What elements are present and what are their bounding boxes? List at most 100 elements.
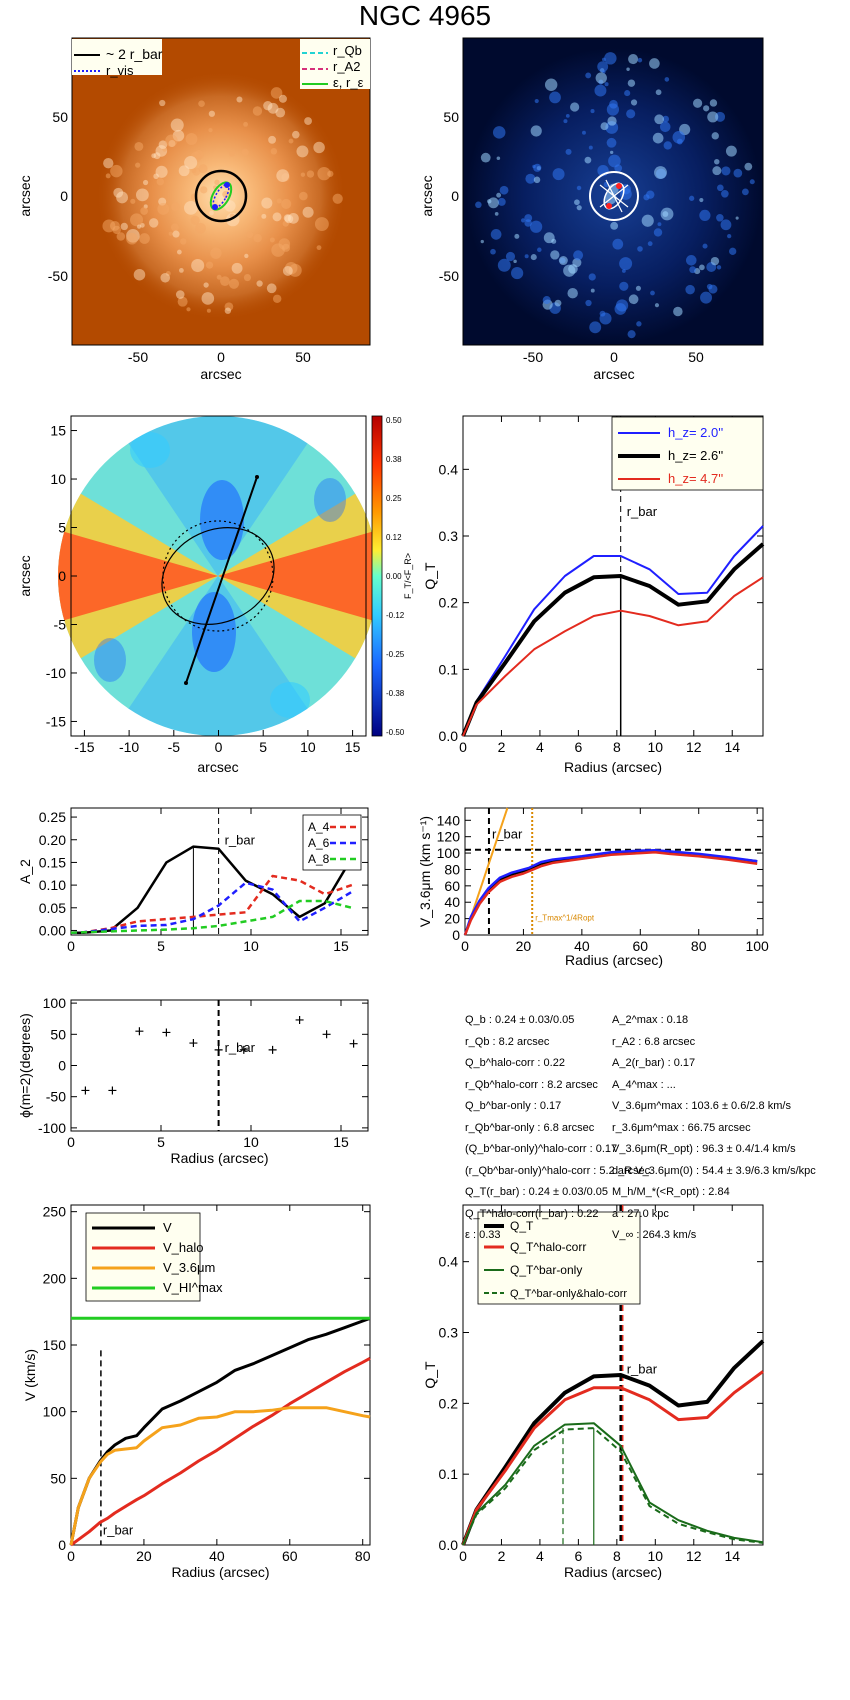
x-tick-label: 50 [295,349,311,365]
residual-knot [619,281,629,291]
x-axis-label: arcsec [197,759,238,775]
x-tick-label: 4 [536,1548,544,1564]
residual-knot [490,229,502,240]
stat-line: ε : 0.33 [465,1229,501,1241]
x-tick-label: 15 [345,739,361,755]
y-tick-label: 0.10 [39,877,66,893]
y-tick-label: 0.20 [39,832,66,848]
x-tick-label: 14 [724,1548,740,1564]
phase-point [81,1086,90,1095]
residual-knot [524,254,529,259]
legend-label: V_3.6μm [163,1260,215,1275]
x-tick-label: 40 [209,1548,225,1564]
rotation-legend: V V_halo V_3.6μm V_HI^max [85,1212,223,1302]
residual-knot [664,77,670,82]
residual-knot [741,188,749,196]
galaxy-knot [116,232,126,241]
galaxy-knot [190,215,200,225]
residual-knot [621,269,626,273]
series-line [462,1422,764,1546]
ratio-map-panel: -15 -10 -5 0 5 10 15 -15 -10 -5 0 5 10 15 arcsec arcs… [17,415,413,775]
residual-knot [551,238,557,244]
ellipse-fit-solid [161,527,275,625]
residual-knot [720,219,732,231]
rbar-label: r_bar [627,1362,658,1377]
y-tick-label: 80 [444,861,460,877]
residual-knot [637,246,643,252]
galaxy-knot [252,106,263,116]
residual-knot [749,179,755,185]
residual-knot [494,212,499,216]
residual-knot [627,330,636,339]
galaxy-knot [276,198,282,204]
residual-knot [589,321,602,334]
phase-point [135,1027,144,1036]
residual-knot [604,82,609,87]
legend-label: Q_T [510,1219,534,1233]
panel-frame [71,37,371,346]
colorbar-tick-label: -0.12 [386,611,405,620]
x-tick-label: -50 [128,349,148,365]
galaxy-knot [229,150,235,157]
stat-line: (r_Qb^bar-only)^halo-corr : 5.2 arcsec [465,1164,651,1177]
stat-line: V_∞ : 264.3 km/s [612,1229,697,1241]
x-tick-label: 0 [459,739,467,755]
colorbar-ticks: 0.50 0.38 0.25 0.12 0.00 -0.12 -0.25 -0.38 -0.50 [386,416,405,737]
residual-knot [711,132,719,140]
residual-knot [630,99,638,106]
qt-hz-legend: h_z= 2.0'' h_z= 2.6'' h_z= 4.7'' [611,416,764,491]
galaxy-knot [160,272,171,283]
marker-dot [212,204,218,210]
x-axis-label: Radius (arcsec) [564,759,662,775]
galaxy-knot [179,268,184,273]
x-tick-label: 8 [613,739,621,755]
residual-knot [653,228,663,237]
residual-knot [626,67,630,72]
x-tick-label: 5 [259,739,267,755]
y-axis-label: Q_T [422,1361,438,1389]
galaxy-knot [201,292,215,305]
residual-knot [496,156,501,161]
galaxy-knot [300,172,306,177]
galaxy-knot [102,219,116,233]
residual-knot [700,291,712,304]
image-panel-orange: ~ 2 r_bar r_vis r_Qb r_A2 ε, r_ε -50 0 5… [17,37,371,382]
residual-knot [520,218,526,223]
map-ticks: -15 -10 -5 0 5 10 15 -15 -10 -5 0 5 10 15 [46,423,361,755]
x-axis-label: Radius (arcsec) [171,1564,269,1580]
y-axis-label: arcsec [17,175,33,216]
x-tick-label: -50 [523,349,543,365]
y-tick-label: 100 [43,1404,67,1420]
galaxy-knot [257,215,263,221]
residual-knot [511,266,524,280]
galaxy-knot [270,87,283,99]
residual-knot [699,209,711,221]
stat-line: d_R V_3.6μm(0) : 54.4 ± 3.9/6.3 km/s/kpc [612,1164,816,1177]
y-tick-label: 0.00 [39,922,66,938]
ellipse-fit-dotted [162,520,274,632]
phase-point [214,1045,223,1054]
residual-knot [550,250,560,260]
residual-knot [627,79,636,87]
galaxy-knot [135,188,149,202]
legend-box [72,39,162,75]
y-tick-label: 0.3 [439,528,459,544]
x-tick-label: 6 [574,1548,582,1564]
residual-knot [685,255,697,266]
series-line [461,542,765,737]
galaxy-knot [270,148,278,155]
residual-knot [576,185,582,191]
residual-knot [652,132,664,144]
x-tick-label: 80 [355,1548,371,1564]
residual-knot [590,288,595,293]
galaxy-knot [231,262,243,274]
galaxy-knot [241,148,249,157]
residual-knot [709,99,718,107]
series-line [70,899,353,934]
phase-point [239,1045,248,1054]
galaxy-knot [165,134,178,147]
y-axis-label: Q_T [422,562,438,590]
x-axis-label: Radius (arcsec) [565,952,663,968]
galaxy-knot [253,233,262,243]
galaxy-knot [272,294,282,304]
